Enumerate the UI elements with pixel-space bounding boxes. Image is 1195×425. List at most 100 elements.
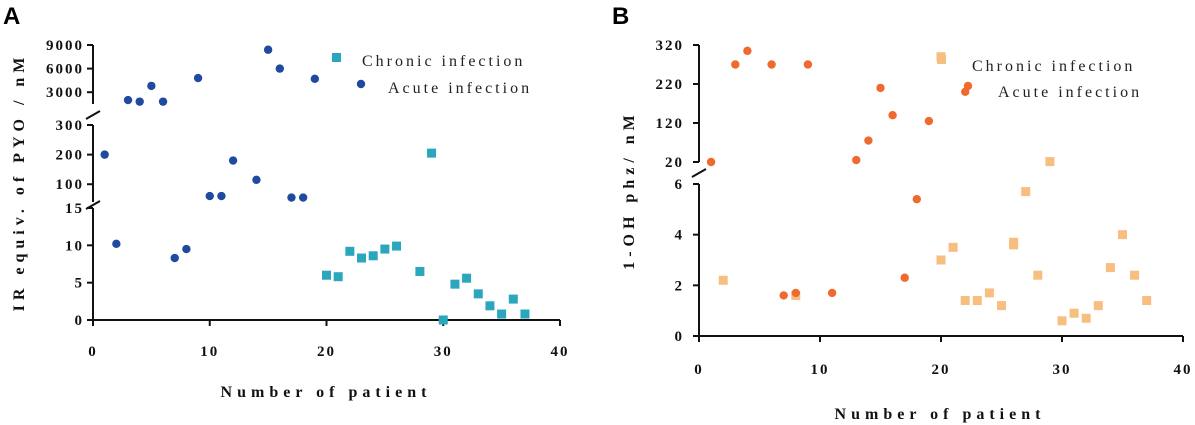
panel-a-point-acute: [135, 97, 144, 106]
panel-a-y-tick-label: 5: [75, 276, 85, 292]
panel-a-point-acute: [193, 73, 203, 83]
panel-b-point-chronic: [1009, 240, 1019, 250]
panel-a: A 0 5 10 15 100 200 300 3000 6000 9000 0 10 20 30 40 N…: [3, 3, 570, 401]
panel-a-y-tick-label: 15: [65, 201, 84, 217]
panel-b-x-tick-label: 20: [932, 362, 951, 378]
panel-b-point-chronic: [1021, 187, 1031, 197]
panel-b-point-acute: [827, 288, 837, 298]
panel-a-x-tick-label: 40: [551, 344, 570, 360]
panel-a-point-acute: [123, 95, 133, 105]
panel-a-x-tick-label: 0: [88, 344, 98, 360]
panel-b-point-acute: [912, 195, 921, 204]
panel-a-axes: 0 5 10 15 100 200 300 3000 6000 9000 0 10 20 30 40: [46, 38, 570, 360]
panel-a-point-acute: [310, 74, 320, 84]
panel-b-point-acute: [888, 111, 897, 120]
panel-b-point-chronic: [1093, 301, 1103, 311]
panel-a-point-acute: [287, 193, 296, 202]
panel-a-point-chronic: [520, 309, 530, 319]
panel-a-legend-acute-marker: [356, 79, 366, 89]
panel-b-point-acute: [743, 46, 752, 56]
panel-b-point-chronic: [984, 288, 994, 298]
panel-b-x-tick-label: 0: [694, 362, 704, 378]
panel-a-point-acute: [228, 156, 238, 165]
panel-b-point-chronic: [1081, 313, 1091, 323]
panel-b-point-chronic: [997, 301, 1006, 311]
panel-b-point-chronic: [718, 275, 728, 285]
panel-a-point-acute: [100, 150, 109, 159]
panel-b-point-acute: [900, 273, 909, 282]
panel-a-point-chronic: [392, 241, 402, 251]
panel-b-point-acute: [767, 60, 776, 69]
panel-a-point-acute: [275, 64, 284, 73]
panel-a-y-tick-label: 9000: [46, 38, 84, 54]
panel-b-point-acute: [791, 288, 800, 298]
panel-a-point-chronic: [345, 246, 355, 256]
panel-a-point-acute: [298, 193, 308, 202]
panel-a-point-acute: [112, 239, 121, 249]
panel-a-x-tick-label: 30: [434, 344, 453, 360]
panel-a-point-chronic: [333, 272, 343, 282]
panel-a-point-acute: [147, 81, 156, 91]
panel-b-x-tick-label: 10: [811, 362, 830, 378]
panel-b-y-tick-label: 6: [675, 177, 685, 193]
panel-b-point-chronic: [1105, 263, 1115, 273]
panel-b-point-chronic: [1130, 270, 1140, 280]
panel-b-y-tick-label: 2: [675, 278, 685, 294]
panel-b-point-chronic: [1057, 316, 1067, 326]
panel-b-point-chronic: [948, 242, 958, 252]
panel-a-legend-chronic-label: Chronic infection: [362, 53, 525, 70]
panel-a-y-tick-label: 300: [56, 118, 85, 134]
panel-b-point-acute: [852, 155, 861, 165]
panel-a-y-tick-label: 0: [75, 313, 85, 329]
panel-a-point-chronic: [427, 148, 437, 158]
panel-b-x-tick-label: 30: [1053, 362, 1072, 378]
panel-b-x-tick-label: 40: [1174, 362, 1193, 378]
panel-b-legend-acute-label: Acute infection: [998, 84, 1142, 101]
panel-b-point-chronic: [972, 296, 982, 306]
panel-a-y-tick-label: 3000: [46, 85, 84, 101]
panel-b-point-chronic: [936, 255, 946, 265]
panel-a-point-acute: [170, 253, 179, 263]
panel-b-legend-chronic-label: Chronic infection: [972, 58, 1135, 75]
panel-b-point-acute: [779, 291, 788, 300]
panel-a-x-axis-title: Number of patient: [221, 384, 432, 401]
panel-b-y-tick-label: 4: [675, 228, 685, 244]
panel-a-y-axis-title: IR equiv. of PYO / nM: [11, 53, 28, 312]
panel-b-y-tick-label: 320: [656, 38, 685, 54]
panel-a-marks: [100, 45, 530, 325]
panel-a-point-acute: [158, 97, 168, 106]
panel-b-y-tick-label: 220: [656, 77, 685, 93]
panel-b-letter: B: [612, 3, 629, 30]
panel-a-point-acute: [182, 244, 191, 254]
panel-b-legend: Chronic infection Acute infection: [937, 55, 1142, 101]
panel-a-y-tick-label: 10: [65, 238, 84, 254]
panel-b-point-acute: [876, 83, 885, 93]
panel-a-legend-acute-label: Acute infection: [388, 80, 532, 97]
panel-b-point-acute: [731, 60, 740, 69]
panel-a-point-chronic: [462, 273, 472, 283]
panel-b-y-axis-title: 1-OH phz/ nM: [621, 110, 638, 270]
panel-b-point-chronic: [1118, 230, 1127, 240]
panel-b-axes: 0 2 4 6 20 120 220 320 0 10 20 30 40: [656, 38, 1193, 378]
panel-a-legend-chronic-marker: [332, 53, 341, 62]
panel-a-point-acute: [217, 191, 226, 201]
panel-b-point-acute: [864, 136, 873, 145]
panel-a-point-chronic: [380, 244, 390, 254]
panel-a-point-chronic: [497, 309, 507, 319]
panel-b-point-chronic: [960, 296, 970, 306]
panel-a-y-tick-label: 6000: [46, 62, 84, 78]
panel-a-y-tick-label: 200: [56, 148, 85, 164]
panel-a-point-chronic: [415, 266, 425, 276]
panel-a-point-acute: [263, 45, 273, 54]
panel-b-legend-acute-marker: [963, 81, 973, 91]
panel-a-point-chronic: [473, 289, 483, 299]
panel-b-y-tick-label: 20: [665, 155, 684, 171]
panel-b-y-tick-label: 0: [675, 329, 685, 345]
panel-b-legend-chronic-marker: [937, 55, 946, 64]
panel-a-letter: A: [3, 3, 20, 30]
panel-a-point-chronic: [322, 270, 331, 280]
panel-b-point-acute: [706, 157, 716, 167]
panel-b-point-chronic: [1069, 308, 1079, 318]
panel-a-point-acute: [252, 175, 261, 184]
